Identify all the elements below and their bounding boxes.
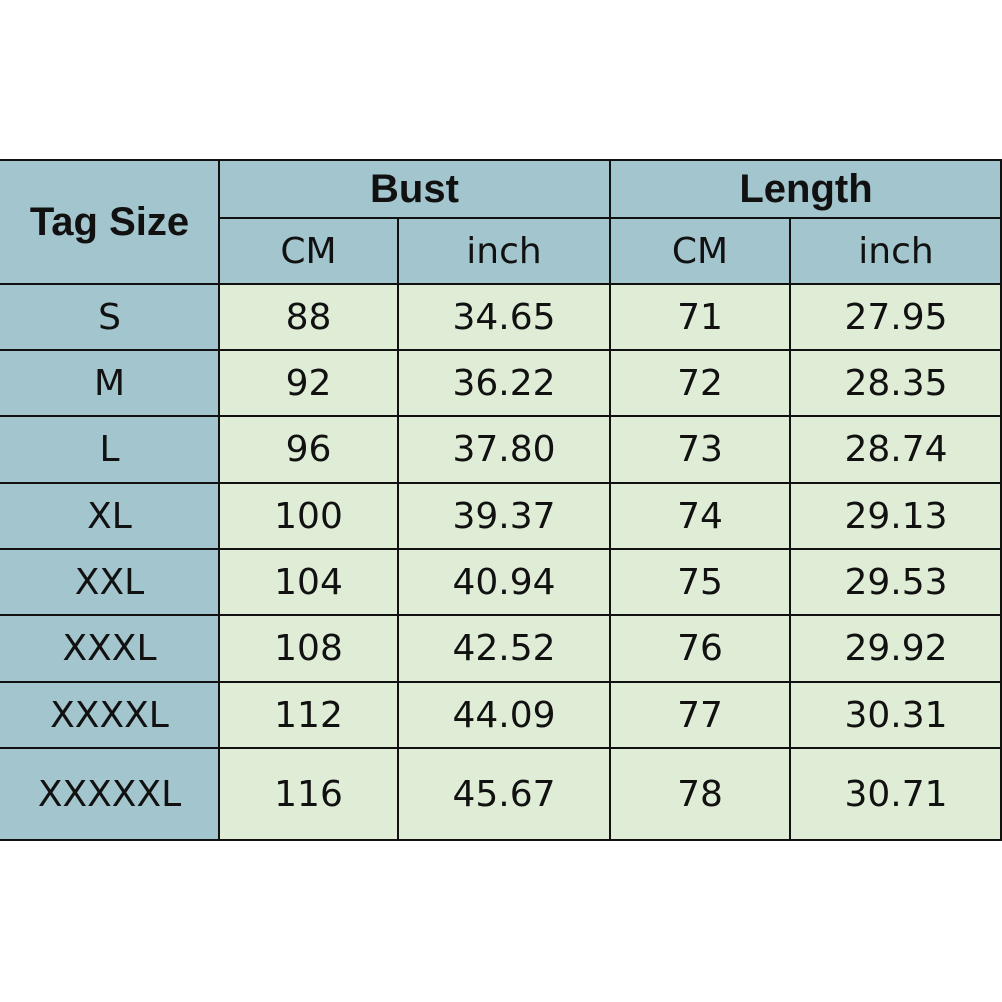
tag-size-cell: XXL <box>0 549 219 615</box>
grid-line <box>218 160 220 840</box>
tag-size-cell: XXXXXL <box>0 748 219 840</box>
table-cell: 30.71 <box>790 748 1002 840</box>
grid-line <box>0 548 1002 550</box>
table-cell: 28.35 <box>790 350 1002 416</box>
unit-header-inch: inch <box>398 218 610 284</box>
grid-line <box>0 415 1002 417</box>
tag-size-cell: XL <box>0 483 219 549</box>
table-cell: 28.74 <box>790 416 1002 483</box>
table-cell: 29.53 <box>790 549 1002 615</box>
grid-line <box>0 747 1002 749</box>
table-cell: 29.13 <box>790 483 1002 549</box>
table-cell: 45.67 <box>398 748 610 840</box>
grid-line <box>0 482 1002 484</box>
grid-line <box>0 681 1002 683</box>
length-header: Length <box>610 160 1002 218</box>
grid-line <box>397 218 399 840</box>
table-cell: 78 <box>610 748 790 840</box>
unit-header-cm: CM <box>610 218 790 284</box>
table-cell: 72 <box>610 350 790 416</box>
tag-size-cell: L <box>0 416 219 483</box>
table-cell: 40.94 <box>398 549 610 615</box>
table-cell: 96 <box>219 416 398 483</box>
table-cell: 116 <box>219 748 398 840</box>
table-cell: 37.80 <box>398 416 610 483</box>
grid-line <box>0 839 1002 841</box>
unit-header-inch: inch <box>790 218 1002 284</box>
grid-line <box>0 283 1002 285</box>
table-cell: 74 <box>610 483 790 549</box>
table-cell: 108 <box>219 615 398 682</box>
table-cell: 104 <box>219 549 398 615</box>
table-cell: 75 <box>610 549 790 615</box>
table-cell: 92 <box>219 350 398 416</box>
table-cell: 76 <box>610 615 790 682</box>
grid-line <box>789 218 791 840</box>
table-cell: 27.95 <box>790 284 1002 350</box>
grid-line <box>1000 160 1002 840</box>
table-cell: 71 <box>610 284 790 350</box>
table-cell: 30.31 <box>790 682 1002 748</box>
table-cell: 88 <box>219 284 398 350</box>
grid-line <box>0 159 1002 161</box>
tag-size-cell: XXXXL <box>0 682 219 748</box>
unit-header-cm: CM <box>219 218 398 284</box>
tag-size-header: Tag Size <box>0 160 219 284</box>
table-cell: 36.22 <box>398 350 610 416</box>
table-cell: 42.52 <box>398 615 610 682</box>
table-cell: 34.65 <box>398 284 610 350</box>
table-cell: 44.09 <box>398 682 610 748</box>
tag-size-cell: M <box>0 350 219 416</box>
grid-line <box>609 160 611 840</box>
table-cell: 29.92 <box>790 615 1002 682</box>
grid-line <box>0 614 1002 616</box>
tag-size-cell: XXXL <box>0 615 219 682</box>
table-cell: 112 <box>219 682 398 748</box>
table-cell: 73 <box>610 416 790 483</box>
bust-header: Bust <box>219 160 610 218</box>
table-cell: 77 <box>610 682 790 748</box>
table-cell: 39.37 <box>398 483 610 549</box>
table-cell: 100 <box>219 483 398 549</box>
tag-size-cell: S <box>0 284 219 350</box>
grid-line <box>0 349 1002 351</box>
